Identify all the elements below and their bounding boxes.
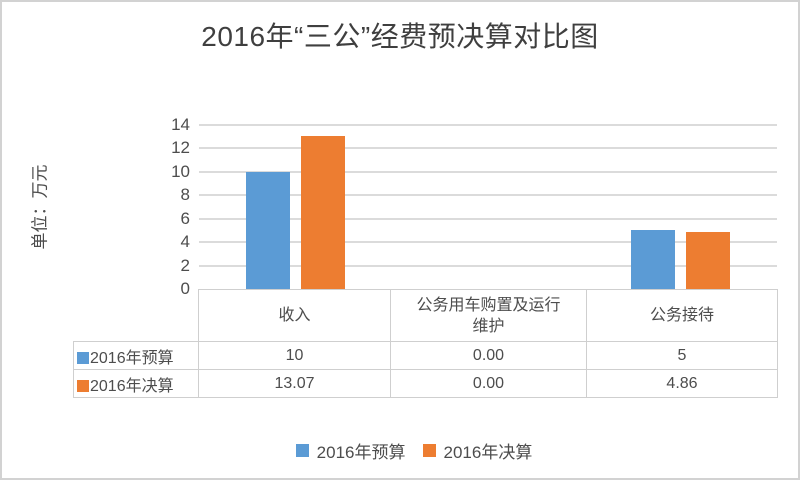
gridline-12: [199, 147, 777, 150]
final-series-label: 2016年决算: [90, 377, 174, 395]
table-header-row: 收入 公务用车购置及运行维护 公务接待: [74, 289, 778, 342]
table-corner-blank-cell: [74, 290, 199, 342]
bar-final-cat0: [300, 135, 345, 289]
bar-budget-cat2: [631, 230, 676, 289]
legend: 2016年预算 2016年决算: [16, 438, 798, 463]
table-row-label-budget: 2016年预算: [73, 341, 199, 370]
legend-label-final: 2016年决算: [443, 443, 533, 462]
y-tick-label-12: 12: [171, 138, 190, 158]
chart-title: 2016年“三公”经费预决算对比图: [201, 21, 599, 52]
table-row-budget: 2016年预算 10 0.00 5: [73, 341, 778, 370]
final-series-swatch-icon: [77, 379, 89, 392]
table-cell-budget-reception: 5: [586, 341, 778, 370]
plot-area: [199, 124, 777, 289]
table-row-final: 2016年决算 13.07 0.00 4.86: [73, 369, 778, 398]
legend-item-budget: 2016年预算: [295, 438, 406, 463]
bar-budget-cat0: [245, 171, 290, 289]
table-col-header-vehicles: 公务用车购置及运行维护: [390, 289, 587, 342]
table-col-header-reception: 公务接待: [586, 289, 778, 342]
table-cell-final-reception: 4.86: [586, 369, 778, 398]
data-table: 收入 公务用车购置及运行维护 公务接待 2016年预算 10 0.00 5 20…: [73, 289, 778, 398]
table-cell-final-income: 13.07: [198, 369, 391, 398]
y-tick-label-10: 10: [171, 161, 190, 181]
gridline-6: [199, 217, 777, 220]
table-cell-final-vehicles: 0.00: [390, 369, 587, 398]
budget-series-label: 2016年预算: [90, 349, 174, 367]
gridline-2: [199, 264, 777, 267]
table-cell-budget-income: 10: [198, 341, 391, 370]
y-tick-label-0: 0: [180, 279, 190, 298]
y-tick-label-8: 8: [180, 185, 190, 205]
y-tick-label-6: 6: [180, 208, 190, 228]
legend-label-budget: 2016年预算: [316, 443, 406, 462]
table-cell-budget-vehicles: 0.00: [390, 341, 587, 370]
y-tick-label-4: 4: [180, 232, 190, 252]
y-axis-unit-label: 单位：万元: [30, 164, 50, 250]
y-tick-label-14: 14: [171, 115, 190, 134]
bar-final-cat2: [686, 232, 731, 289]
gridline-10: [199, 170, 777, 173]
legend-item-final: 2016年决算: [422, 438, 533, 463]
legend-swatch-budget-icon: [295, 444, 309, 457]
gridline-8: [199, 194, 777, 197]
y-tick-label-2: 2: [180, 255, 190, 275]
gridline-14: [199, 124, 777, 126]
legend-swatch-final-icon: [422, 444, 436, 457]
gridline-4: [199, 241, 777, 244]
budget-series-swatch-icon: [77, 351, 89, 364]
table-col-header-income: 收入: [198, 289, 391, 342]
table-row-label-final: 2016年决算: [73, 369, 199, 398]
